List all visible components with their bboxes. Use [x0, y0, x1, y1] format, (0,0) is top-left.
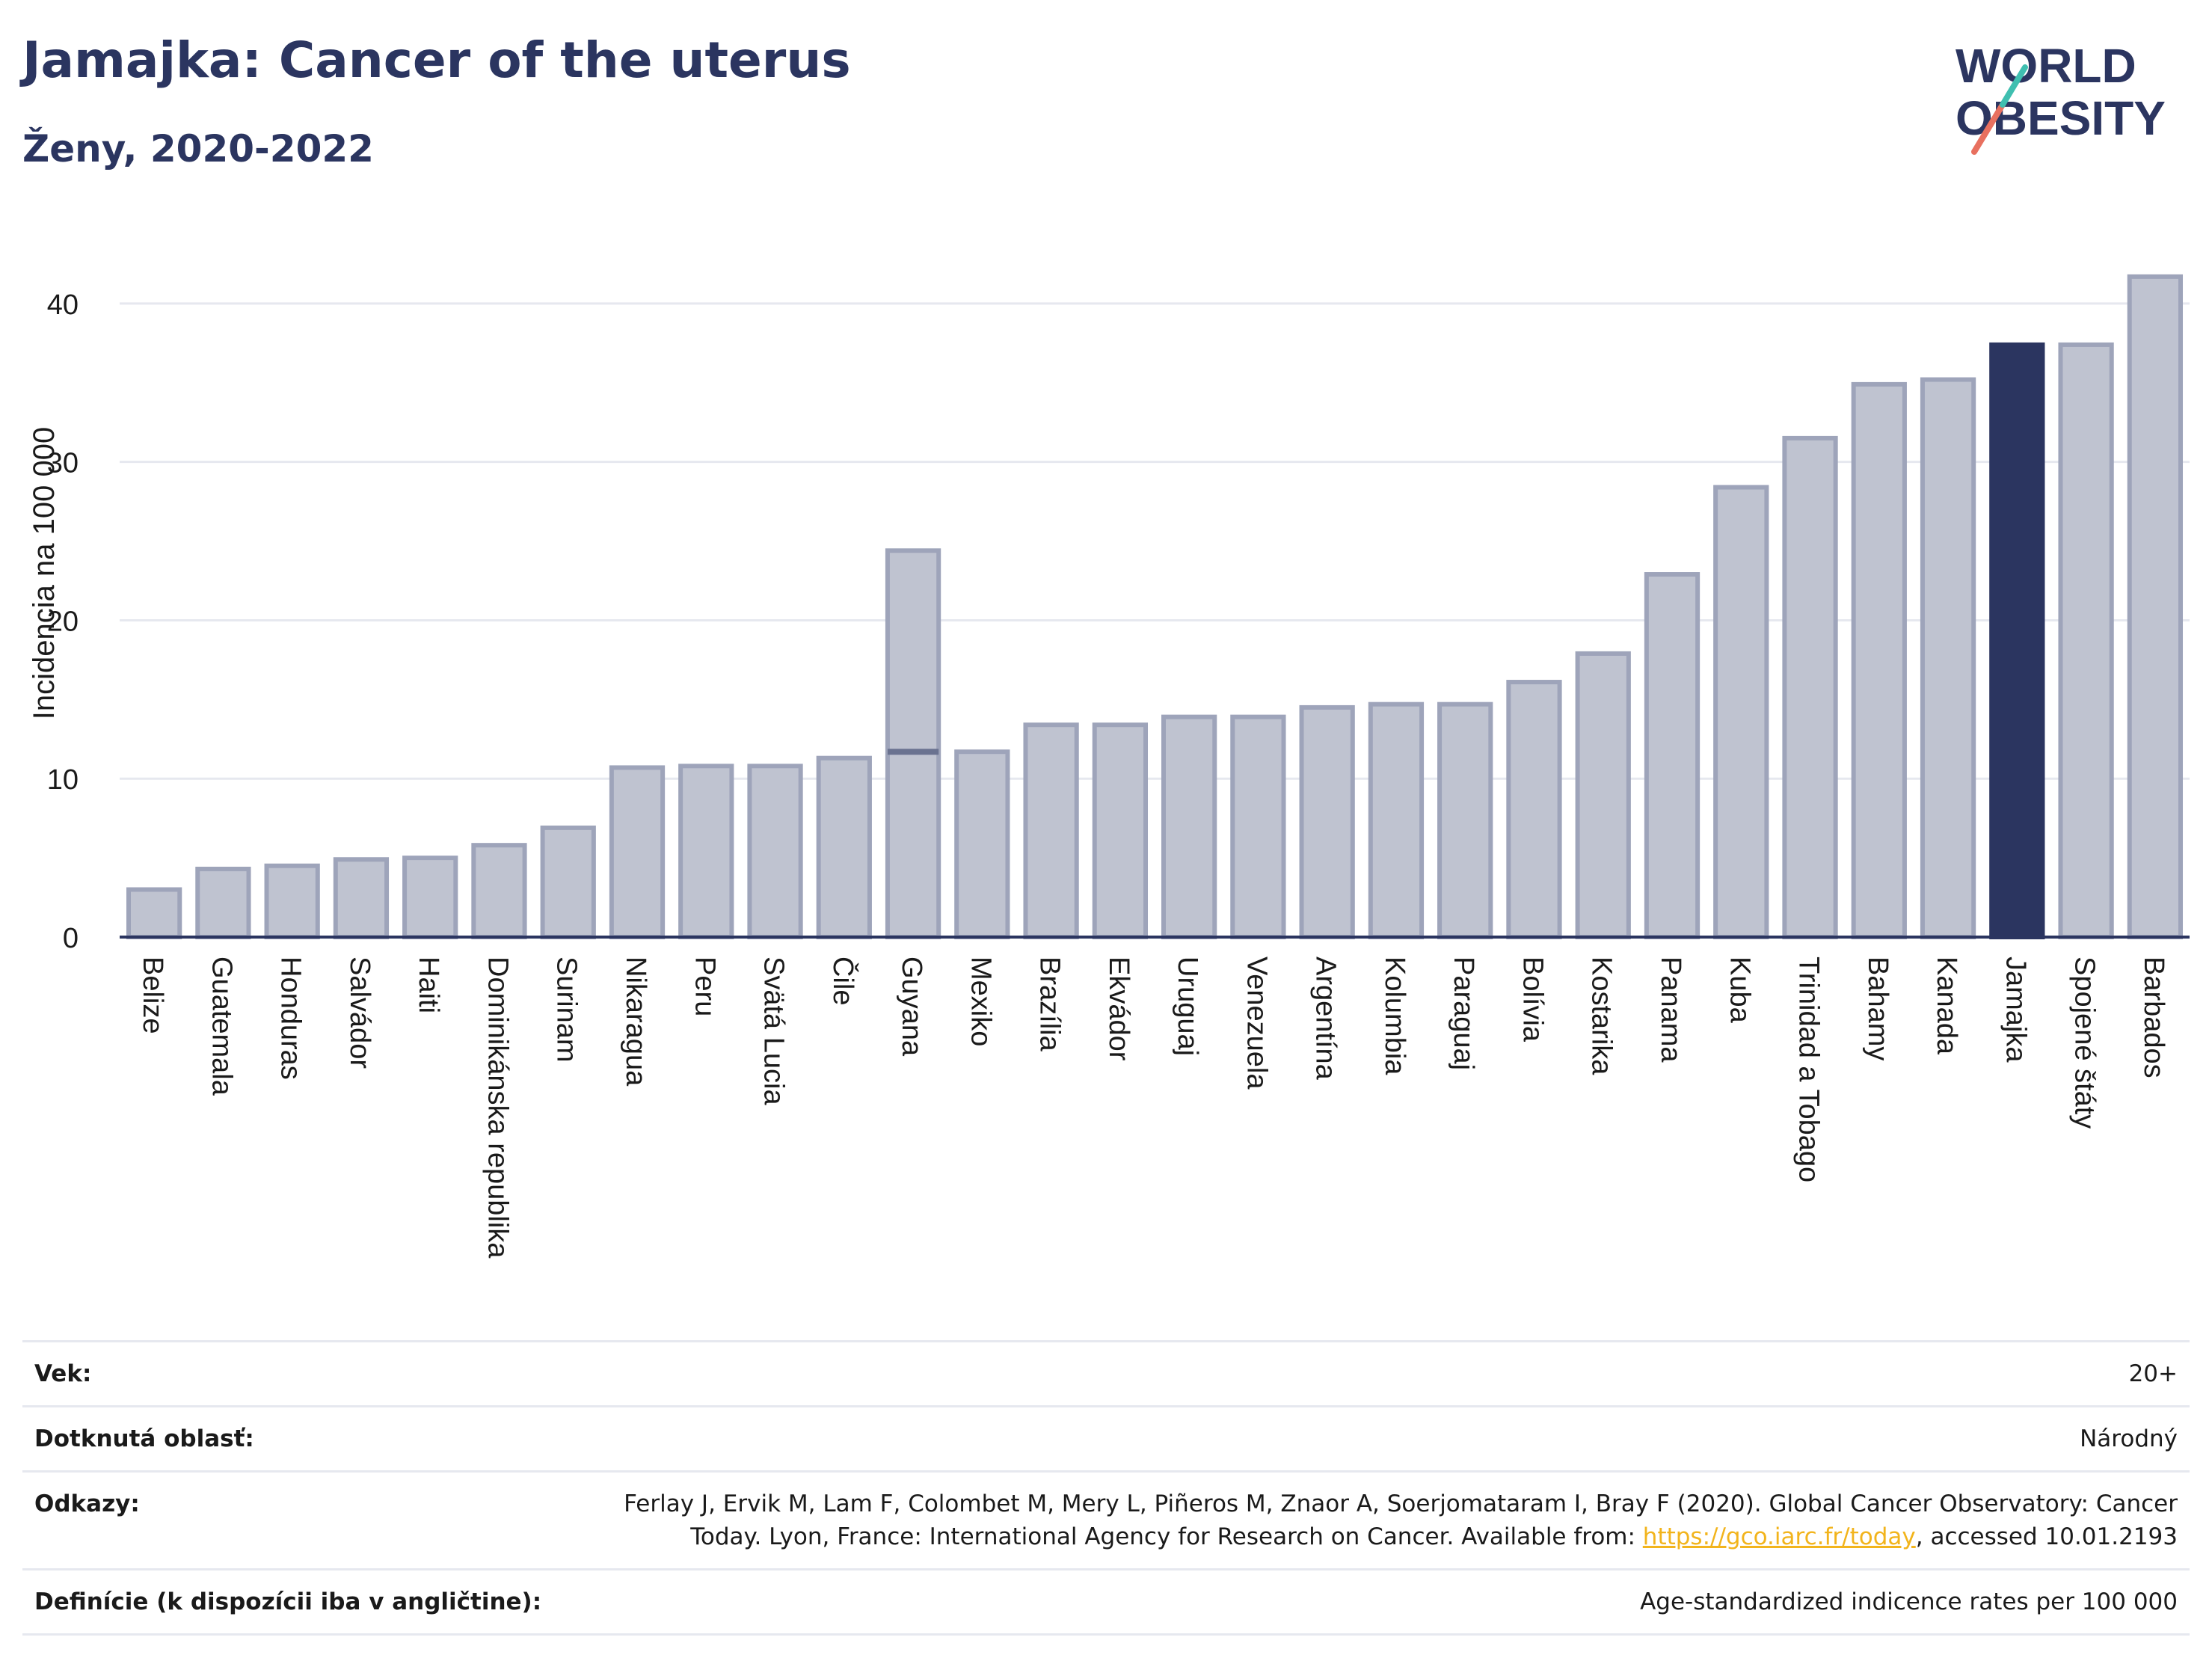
x-tick-label: Peru	[689, 957, 720, 1016]
bar	[333, 857, 390, 939]
page-subtitle: Ženy, 2020-2022	[22, 127, 374, 171]
y-tick-label: 30	[47, 448, 79, 479]
bar	[1023, 722, 1079, 939]
meta-value: 20+	[2128, 1360, 2178, 1387]
meta-label: Odkazy:	[34, 1490, 140, 1517]
bar	[1368, 701, 1425, 939]
x-tick-label: Dominikánska republika	[482, 957, 513, 1259]
x-tick-label: Mexiko	[965, 957, 996, 1046]
bar	[1575, 651, 1631, 939]
x-tick-label: Bolívia	[1517, 957, 1548, 1043]
x-tick-label: Svätá Lucia	[758, 957, 790, 1105]
x-tick-label: Panama	[1655, 957, 1686, 1063]
bar	[1230, 714, 1286, 940]
y-tick-label: 40	[47, 289, 79, 321]
meta-row-age: Vek: 20+	[22, 1340, 2190, 1405]
bar	[816, 755, 872, 939]
y-axis-label: Incidencia na 100 000	[28, 427, 61, 719]
bar	[2058, 342, 2114, 939]
logo-line2: OBESITY	[1956, 91, 2166, 145]
x-tick-label: Brazília	[1034, 957, 1066, 1052]
bar	[1989, 342, 2045, 939]
bar	[1644, 572, 1701, 939]
meta-value: Národný	[2080, 1425, 2178, 1452]
bar	[954, 749, 1010, 939]
meta-row-area: Dotknutá oblasť: Národný	[22, 1405, 2190, 1470]
meta-value-reference: Ferlay J, Ervik M, Lam F, Colombet M, Me…	[570, 1487, 2178, 1553]
bar	[1713, 485, 1769, 939]
bar	[609, 765, 666, 940]
bar	[540, 825, 596, 939]
logo-line1: WORLD	[1956, 39, 2136, 93]
y-tick-label: 0	[63, 923, 79, 954]
meta-row-definitions: Definície (k dispozícii iba v angličtine…	[22, 1568, 2190, 1636]
x-tick-label: Bahamy	[1862, 957, 1893, 1060]
meta-row-references: Odkazy: Ferlay J, Ervik M, Lam F, Colomb…	[22, 1470, 2190, 1568]
x-tick-label: Kostarika	[1586, 957, 1617, 1075]
page-title: Jamajka: Cancer of the uterus	[22, 31, 851, 89]
x-tick-label: Nikaragua	[620, 957, 651, 1087]
world-obesity-logo: WORLD OBESITY	[1956, 39, 2166, 155]
x-tick-label: Paraguaj	[1448, 957, 1479, 1070]
x-tick-label: Venezuela	[1241, 957, 1272, 1090]
bars	[126, 274, 2184, 940]
y-tick-label: 20	[47, 606, 79, 637]
x-tick-label: Guyana	[896, 957, 927, 1057]
bar	[1299, 704, 1355, 940]
x-tick-label: Kuba	[1724, 957, 1755, 1024]
bar	[1506, 680, 1562, 939]
reference-text: Ferlay J, Ervik M, Lam F, Colombet M, Me…	[624, 1490, 2178, 1550]
x-tick-label: Barbados	[2138, 957, 2169, 1078]
x-tick-label: Ekvádor	[1103, 957, 1134, 1061]
x-tick-label: Uruguaj	[1172, 957, 1203, 1056]
logo-slash-coral-icon	[1971, 102, 2006, 155]
y-axis-ticks: 0 10 20 30 40	[47, 289, 79, 954]
bar-chart: 0 10 20 30 40 Belize Guatemala Honduras Salvádo…	[28, 274, 2190, 1259]
bar	[1161, 714, 1217, 940]
x-tick-label: Belize	[137, 957, 168, 1034]
meta-label: Definície (k dispozícii iba v angličtine…	[34, 1588, 542, 1615]
y-tick-label: 10	[47, 764, 79, 796]
bar	[678, 764, 734, 940]
bar	[885, 548, 941, 939]
reference-accessed: , accessed 10.01.2193	[1915, 1523, 2178, 1550]
x-tick-label: Honduras	[275, 957, 307, 1080]
reference-link[interactable]: https://gco.iarc.fr/today	[1642, 1523, 1916, 1550]
meta-label: Vek:	[34, 1360, 92, 1387]
meta-value: Age-standardized indicence rates per 100…	[1640, 1588, 2178, 1615]
metadata-table: Vek: 20+ Dotknutá oblasť: Národný Odkazy…	[22, 1340, 2190, 1636]
bar	[1920, 377, 1976, 939]
x-tick-label: Trinidad a Tobago	[1793, 957, 1825, 1182]
bar	[1092, 722, 1149, 939]
bar	[747, 764, 803, 940]
x-tick-label: Čile	[827, 957, 860, 1005]
x-tick-label: Surinam	[551, 957, 583, 1063]
x-tick-label: Guatemala	[206, 957, 237, 1096]
bar	[126, 887, 182, 940]
bar	[1851, 381, 1907, 939]
x-tick-label: Kolumbia	[1379, 957, 1410, 1075]
bar	[471, 843, 527, 940]
x-tick-label: Salvádor	[344, 957, 375, 1069]
x-axis-labels: Belize Guatemala Honduras Salvádor Haiti Domi…	[137, 957, 2169, 1259]
x-tick-label: Jamajka	[2000, 957, 2031, 1063]
x-tick-label: Haiti	[413, 957, 444, 1013]
bar	[402, 856, 458, 939]
grid-lines	[120, 302, 2190, 780]
bar	[1782, 435, 1838, 939]
bar	[2127, 274, 2184, 939]
logo-slash-teal-icon	[2000, 64, 2028, 108]
x-tick-label: Spojené štáty	[2069, 957, 2101, 1129]
x-tick-label: Kanada	[1931, 957, 1962, 1055]
meta-label: Dotknutá oblasť:	[34, 1425, 254, 1452]
bar	[195, 866, 251, 939]
x-tick-label: Argentína	[1310, 957, 1342, 1081]
bar	[264, 863, 320, 939]
bar	[1437, 701, 1493, 939]
